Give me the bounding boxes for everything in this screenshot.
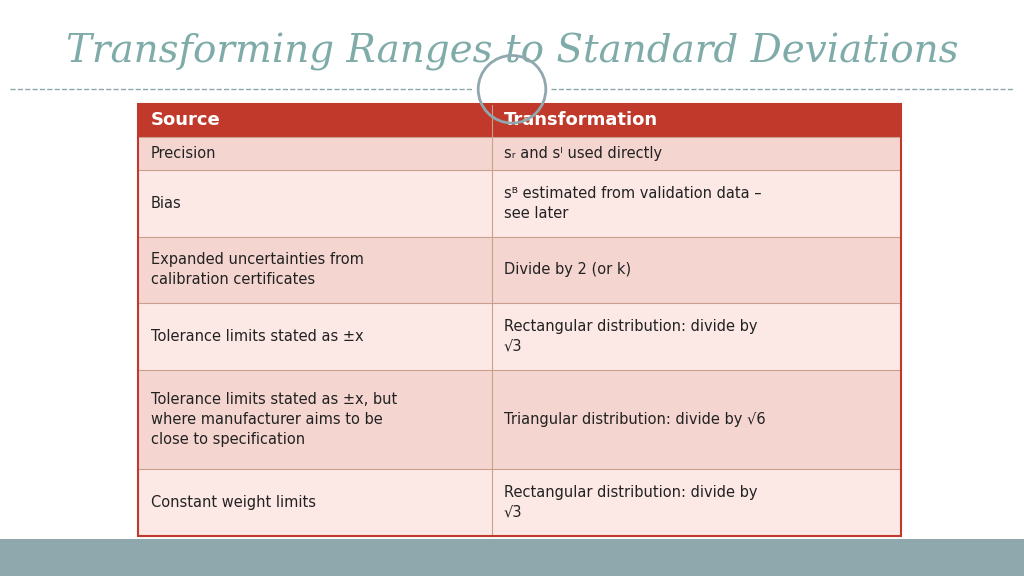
Text: sᴮ estimated from validation data –
see later: sᴮ estimated from validation data – see … [504,186,762,221]
Text: Expanded uncertainties from
calibration certificates: Expanded uncertainties from calibration … [151,252,364,287]
Bar [138,469,492,536]
Bar [138,137,492,170]
Bar [492,104,901,137]
Bar [492,170,901,237]
Bar [138,170,492,237]
Text: Tolerance limits stated as ±x, but
where manufacturer aims to be
close to specif: Tolerance limits stated as ±x, but where… [151,392,396,446]
Bar [492,469,901,536]
Bar [492,370,901,469]
Text: Les Coveney, INAB Calibration & Uncertainty Day, 18th June 2018: Les Coveney, INAB Calibration & Uncertai… [10,558,378,569]
Bar [492,237,901,303]
Text: sᵣ and sᴵ used directly: sᵣ and sᴵ used directly [504,146,662,161]
Text: Constant weight limits: Constant weight limits [151,495,315,510]
Text: Triangular distribution: divide by √6: Triangular distribution: divide by √6 [504,412,765,427]
Text: Transforming Ranges to Standard Deviations: Transforming Ranges to Standard Deviatio… [66,33,958,71]
Bar [138,303,492,370]
Text: Divide by 2 (or k): Divide by 2 (or k) [504,262,631,277]
Text: Precision: Precision [151,146,216,161]
Bar [492,137,901,170]
Bar [138,370,492,469]
Text: Rectangular distribution: divide by
√3: Rectangular distribution: divide by √3 [504,485,758,520]
Bar [138,104,492,137]
Bar [138,104,901,536]
Text: Rectangular distribution: divide by
√3: Rectangular distribution: divide by √3 [504,319,758,354]
Text: Transformation: Transformation [504,111,658,129]
Text: Tolerance limits stated as ±x: Tolerance limits stated as ±x [151,329,364,344]
Bar [492,303,901,370]
Bar [138,237,492,303]
Text: Bias: Bias [151,196,181,211]
Text: Source: Source [151,111,220,129]
